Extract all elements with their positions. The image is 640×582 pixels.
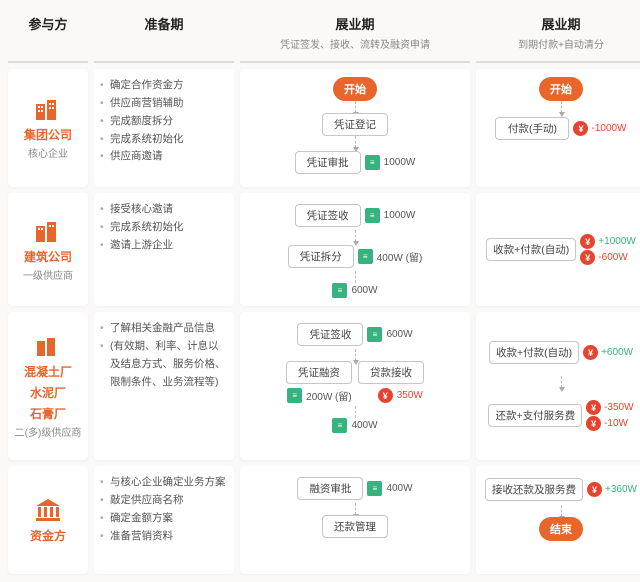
header-prep: 准备期 xyxy=(94,8,234,63)
flow-node: 还款管理 xyxy=(322,515,388,538)
amount-label: -1000W xyxy=(591,123,626,134)
prep-core: 确定合作资金方供应商营销辅助完成额度拆分完成系统初始化供应商邀请 xyxy=(94,69,234,187)
prep-item: 完成系统初始化 xyxy=(100,131,228,149)
party-tier1: 建筑公司 一级供应商 xyxy=(8,193,88,306)
party-tier2: 混凝土厂 水泥厂 石膏厂 二(多)级供应商 xyxy=(8,312,88,460)
amount-label: +600W xyxy=(601,347,633,358)
check-icon: ≡ xyxy=(287,388,302,403)
flow4-r3: 收款+付款(自动) ¥+600W 还款+支付服务费 ¥-350W ¥-10W xyxy=(476,312,640,460)
flow3-r1: 开始 凭证登记 凭证审批 ≡ 1000W xyxy=(240,69,470,187)
check-icon: ≡ xyxy=(367,481,382,496)
prep-item: 完成额度拆分 xyxy=(100,113,228,131)
check-icon: ≡ xyxy=(358,249,373,264)
party-title: 石膏厂 xyxy=(30,405,66,422)
amount-label: 1000W xyxy=(384,157,416,168)
flow-node: 收款+付款(自动) xyxy=(486,238,576,261)
amount-label: 400W xyxy=(386,483,412,494)
prep-tier1: 接受核心邀请完成系统初始化邀请上游企业 xyxy=(94,193,234,306)
party-title: 资金方 xyxy=(30,527,66,544)
prep-item: 供应商邀请 xyxy=(100,148,228,166)
prep-item: 接受核心邀请 xyxy=(100,201,228,219)
start-node: 开始 xyxy=(333,77,377,101)
party-title: 水泥厂 xyxy=(30,384,66,401)
header-flow3: 展业期凭证签发、接收、流转及融资申请 xyxy=(240,8,470,63)
party-fund: 资金方 xyxy=(8,466,88,574)
amount-label: 400W xyxy=(351,420,377,431)
amount-label: 400W (留) xyxy=(377,249,423,264)
flow-node: 凭证拆分 xyxy=(288,245,354,268)
flow-node: 贷款接收 xyxy=(358,361,424,384)
yen-icon: ¥ xyxy=(378,388,393,403)
prep-item: 确定合作资金方 xyxy=(100,77,228,95)
yen-icon: ¥ xyxy=(587,482,602,497)
prep-item: 准备营销资料 xyxy=(100,528,228,546)
prep-item: 确定金额方案 xyxy=(100,510,228,528)
check-icon: ≡ xyxy=(367,327,382,342)
prep-item: 邀请上游企业 xyxy=(100,237,228,255)
prep-tier2: 了解相关金融产品信息(有效期、利率、计息以及结息方式、服务价格、限制条件、业务流… xyxy=(94,312,234,460)
amount-label: +360W xyxy=(605,484,637,495)
yen-icon: ¥ xyxy=(586,416,601,431)
amount-label: 600W xyxy=(386,329,412,340)
flow-node: 还款+支付服务费 xyxy=(488,404,582,427)
flow3-r2: 凭证签收 ≡ 1000W 凭证拆分 ≡ 400W (留) ≡ 600W xyxy=(240,193,470,306)
prep-item: 供应商营销辅助 xyxy=(100,95,228,113)
flow-node: 凭证融资 xyxy=(286,361,352,384)
buildings-icon xyxy=(35,333,61,359)
party-subtitle: 二(多)级供应商 xyxy=(15,424,82,439)
party-title: 建筑公司 xyxy=(24,248,72,265)
party-subtitle: 核心企业 xyxy=(28,145,68,160)
buildings-icon xyxy=(35,96,61,122)
flow4-r4: 接收还款及服务费 ¥+360W 结束 xyxy=(476,466,640,574)
check-icon: ≡ xyxy=(365,208,380,223)
check-icon: ≡ xyxy=(332,283,347,298)
flow3-r3: 凭证签收 ≡ 600W 凭证融资 贷款接收 ≡ 200W (留) ¥350W ≡ 4… xyxy=(240,312,470,460)
yen-icon: ¥ xyxy=(573,121,588,136)
amount-label: 200W (留) xyxy=(306,388,352,403)
amount-label: +1000W xyxy=(598,236,636,247)
flow-node: 凭证签收 xyxy=(297,323,363,346)
prep-item: 完成系统初始化 xyxy=(100,219,228,237)
flow-node: 凭证审批 xyxy=(295,151,361,174)
buildings-icon xyxy=(35,218,61,244)
yen-icon: ¥ xyxy=(580,234,595,249)
prep-item: 了解相关金融产品信息 xyxy=(100,320,228,338)
amount-label: -600W xyxy=(598,252,627,263)
amount-label: -350W xyxy=(604,402,633,413)
flow-node: 付款(手动) xyxy=(495,117,569,140)
amount-label: 1000W xyxy=(384,210,416,221)
yen-icon: ¥ xyxy=(580,250,595,265)
check-icon: ≡ xyxy=(332,418,347,433)
flow-node: 收款+付款(自动) xyxy=(489,341,579,364)
flow-node: 融资审批 xyxy=(297,477,363,500)
prep-item: 与核心企业确定业务方案 xyxy=(100,474,228,492)
party-core: 集团公司 核心企业 xyxy=(8,69,88,187)
start-node: 开始 xyxy=(539,77,583,101)
flow3-r4: 融资审批 ≡ 400W 还款管理 xyxy=(240,466,470,574)
prep-fund: 与核心企业确定业务方案敲定供应商名称确定金额方案准备营销资料 xyxy=(94,466,234,574)
flow-node: 接收还款及服务费 xyxy=(485,478,583,501)
layout-grid: 参与方 准备期 展业期凭证签发、接收、流转及融资申请 展业期到期付款+自动清分 … xyxy=(8,8,632,574)
party-title: 集团公司 xyxy=(24,126,72,143)
yen-icon: ¥ xyxy=(586,400,601,415)
amount-label: 600W xyxy=(351,285,377,296)
end-node: 结束 xyxy=(539,517,583,541)
amount-label: 350W xyxy=(397,390,423,401)
header-participants: 参与方 xyxy=(8,8,88,63)
flow4-r1: 开始 付款(手动) ¥-1000W xyxy=(476,69,640,187)
party-subtitle: 一级供应商 xyxy=(23,267,73,282)
check-icon: ≡ xyxy=(365,155,380,170)
prep-item: 敲定供应商名称 xyxy=(100,492,228,510)
yen-icon: ¥ xyxy=(583,345,598,360)
flow-node: 凭证登记 xyxy=(322,113,388,136)
bank-icon xyxy=(35,497,61,523)
header-flow4: 展业期到期付款+自动清分 xyxy=(476,8,640,63)
party-title: 混凝土厂 xyxy=(24,363,72,380)
flow-node: 凭证签收 xyxy=(295,204,361,227)
flow4-r2: 收款+付款(自动) ¥+1000W ¥-600W xyxy=(476,193,640,306)
amount-label: -10W xyxy=(604,418,628,429)
prep-item: (有效期、利率、计息以及结息方式、服务价格、限制条件、业务流程等) xyxy=(100,338,228,392)
